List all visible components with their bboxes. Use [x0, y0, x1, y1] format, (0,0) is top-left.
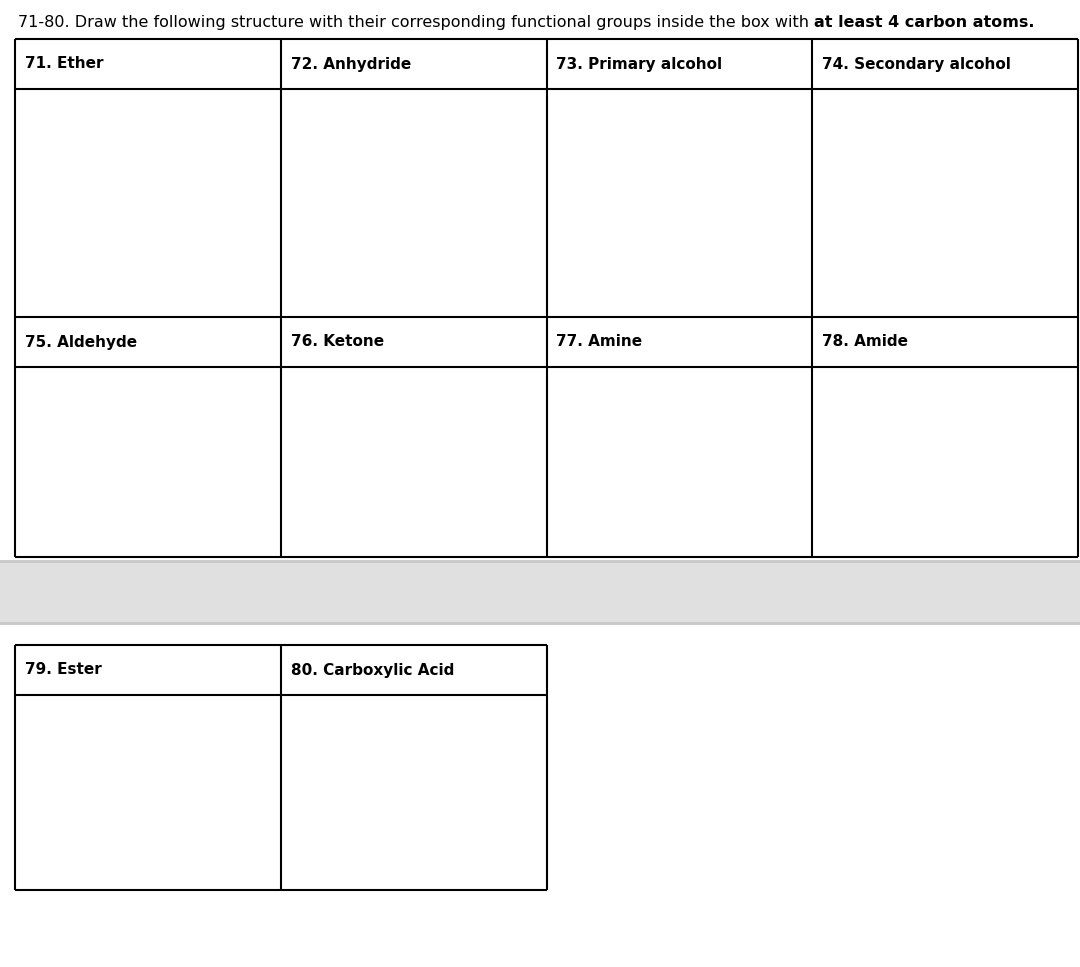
Text: 73. Primary alcohol: 73. Primary alcohol — [556, 56, 723, 72]
Text: 71. Ether: 71. Ether — [25, 56, 104, 72]
Text: 76. Ketone: 76. Ketone — [291, 335, 383, 349]
Text: 78. Amide: 78. Amide — [822, 335, 908, 349]
Text: 77. Amine: 77. Amine — [556, 335, 643, 349]
Text: 74. Secondary alcohol: 74. Secondary alcohol — [822, 56, 1011, 72]
Text: 79. Ester: 79. Ester — [25, 662, 102, 678]
Text: at least 4 carbon atoms.: at least 4 carbon atoms. — [814, 15, 1035, 30]
Text: 80. Carboxylic Acid: 80. Carboxylic Acid — [291, 662, 454, 678]
Text: 75. Aldehyde: 75. Aldehyde — [25, 335, 137, 349]
Text: 71-80. Draw the following structure with their corresponding functional groups i: 71-80. Draw the following structure with… — [18, 15, 814, 30]
Text: 72. Anhydride: 72. Anhydride — [291, 56, 411, 72]
